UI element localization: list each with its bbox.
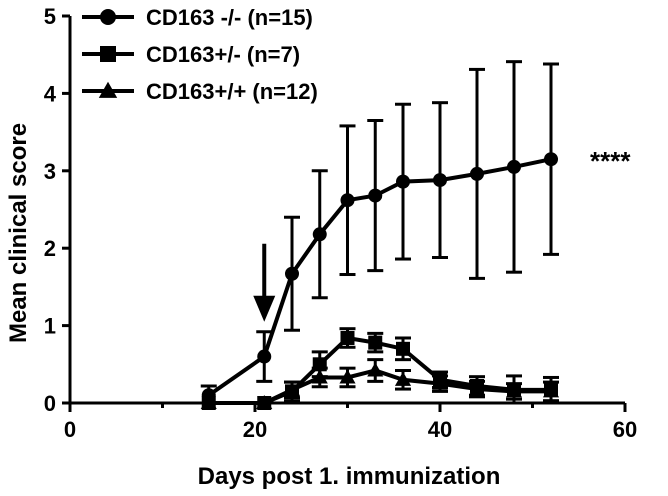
series-circle: [200, 60, 559, 405]
x-tick-label: 40: [428, 417, 452, 442]
legend: CD163 -/- (n=15) CD163+/- (n=7) CD163+/+ (…: [82, 5, 318, 104]
data-point-circle: [368, 188, 383, 203]
data-point-triangle: [394, 371, 412, 386]
series-square: [201, 327, 559, 410]
data-point-circle: [312, 227, 327, 242]
x-tick-label: 20: [243, 417, 267, 442]
x-tick-label: 60: [613, 417, 637, 442]
data-point-triangle: [339, 369, 356, 384]
data-point-circle: [340, 193, 355, 208]
legend-label: CD163+/+ (n=12): [146, 79, 318, 104]
legend-label: CD163+/- (n=7): [146, 42, 300, 67]
data-point-circle: [257, 349, 272, 364]
data-point-square: [312, 357, 327, 372]
legend-label: CD163 -/- (n=15): [146, 5, 313, 30]
data-point-circle: [470, 166, 484, 181]
series-layer: [200, 60, 560, 410]
legend-item-square: CD163+/- (n=7): [82, 42, 300, 67]
x-axis-title: Days post 1. immunization: [198, 463, 501, 490]
data-point-square: [257, 396, 272, 410]
data-point-circle: [507, 159, 521, 174]
data-point-circle: [201, 388, 216, 403]
y-tick-label: 5: [44, 4, 56, 29]
data-point-square: [470, 378, 484, 393]
legend-marker-triangle: [98, 81, 118, 98]
y-tick-label: 3: [44, 159, 56, 184]
data-point-square: [507, 382, 521, 397]
data-point-circle: [285, 266, 299, 281]
data-point-square: [544, 382, 558, 397]
y-tick-label: 4: [44, 81, 57, 106]
data-point-circle: [396, 174, 410, 189]
data-point-triangle: [367, 362, 384, 377]
legend-item-triangle: CD163+/+ (n=12): [82, 79, 318, 104]
y-tick-label: 0: [44, 391, 56, 416]
y-tick-label: 2: [44, 236, 56, 261]
data-point-square: [368, 335, 383, 350]
significance-annotation: ****: [590, 146, 631, 176]
legend-marker-square: [100, 46, 116, 62]
arrow-annotation: [253, 243, 276, 322]
y-tick-label: 1: [44, 314, 56, 339]
data-point-circle: [544, 152, 558, 167]
legend-marker-circle: [100, 9, 116, 25]
legend-item-circle: CD163 -/- (n=15): [82, 5, 313, 30]
x-tick-label: 0: [64, 417, 76, 442]
axes: 0 1 2 3 4 5 0 20 40 60: [44, 4, 637, 442]
y-axis-title: Mean clinical score: [5, 123, 32, 343]
data-point-square: [340, 330, 355, 345]
data-point-square: [285, 384, 299, 399]
data-point-square: [396, 341, 410, 356]
data-point-circle: [433, 173, 447, 188]
data-point-square: [433, 372, 447, 387]
arrow-head: [253, 295, 276, 322]
